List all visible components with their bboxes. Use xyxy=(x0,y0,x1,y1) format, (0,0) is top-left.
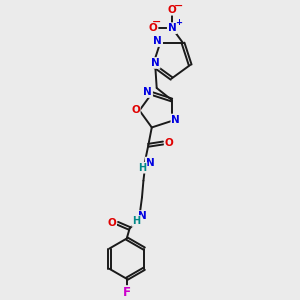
Text: N: N xyxy=(153,36,162,46)
Text: H: H xyxy=(139,163,147,173)
Text: O: O xyxy=(131,106,140,116)
Text: +: + xyxy=(175,19,182,28)
Text: F: F xyxy=(123,286,131,299)
Text: N: N xyxy=(146,158,154,167)
Text: N: N xyxy=(168,23,176,33)
Text: N: N xyxy=(151,58,160,68)
Text: N: N xyxy=(143,87,152,97)
Text: N: N xyxy=(138,211,147,221)
Text: N: N xyxy=(171,115,180,124)
Text: O: O xyxy=(165,138,173,148)
Text: −: − xyxy=(174,1,183,11)
Text: O: O xyxy=(168,5,176,15)
Text: H: H xyxy=(132,216,140,226)
Text: O: O xyxy=(149,23,158,33)
Text: −: − xyxy=(152,17,161,27)
Text: O: O xyxy=(107,218,116,228)
